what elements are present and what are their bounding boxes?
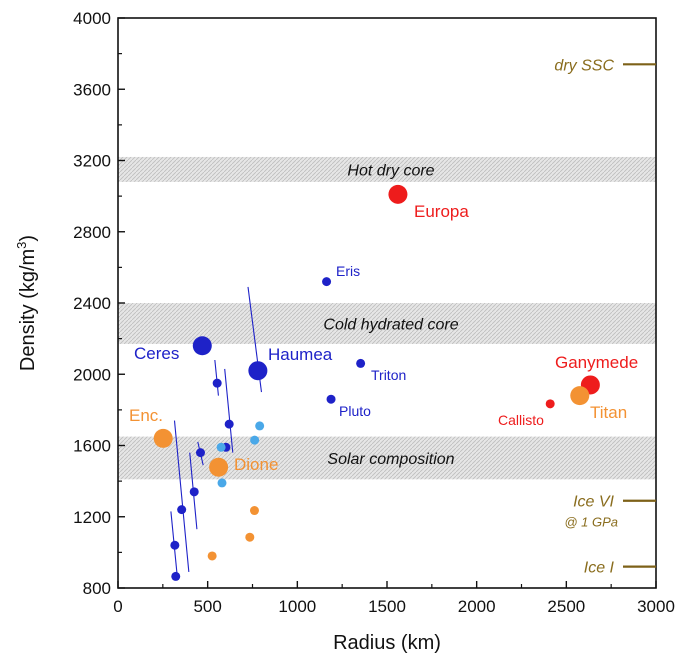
y-tick-label-4: 2400: [73, 294, 111, 313]
point-callisto: [545, 399, 555, 409]
x-tick-label-2: 1000: [278, 597, 316, 616]
band-label-2: Solar composition: [327, 451, 454, 468]
y-tick-label-0: 800: [83, 579, 111, 598]
x-axis-title: Radius (km): [333, 632, 441, 654]
references-layer: dry SSC Ice VI @ 1 GPa Ice I: [554, 57, 656, 577]
point-15: [189, 487, 199, 497]
y-tick-label-3: 2000: [73, 365, 111, 384]
y-tick-label-6: 3200: [73, 152, 111, 171]
point-22: [217, 478, 227, 488]
point-17: [170, 540, 180, 550]
label-eris: Eris: [336, 263, 360, 279]
y-axis-title-end: ): [17, 235, 39, 242]
label-dione: Dione: [234, 455, 278, 474]
y-axis-title-sup: 3: [14, 242, 29, 249]
error-line-5: [173, 420, 190, 573]
error-line-2: [224, 368, 234, 453]
x-tick-label-0: 0: [113, 597, 122, 616]
point-19: [255, 421, 265, 431]
y-axis-title: Density (kg/m3): [14, 235, 39, 371]
y-tick-label-5: 2800: [73, 223, 111, 242]
x-tick-label-5: 2500: [547, 597, 585, 616]
point-europa: [388, 184, 408, 204]
x-tick-label-4: 2000: [458, 597, 496, 616]
point-25: [207, 551, 217, 561]
x-tick-label-6: 3000: [637, 597, 675, 616]
band-label-0: Hot dry core: [347, 162, 434, 179]
ref-label-1: Ice VI: [573, 494, 614, 511]
bands-layer: Hot dry core Cold hydrated core Solar comp…: [118, 156, 656, 480]
label-ceres: Ceres: [134, 344, 179, 363]
y-tick-label-1: 1200: [73, 508, 111, 527]
point-24: [245, 532, 255, 542]
label-enceladus: Enc.: [129, 406, 163, 425]
point-pluto: [326, 394, 336, 404]
point-21: [216, 442, 226, 452]
point-11: [212, 378, 222, 388]
label-ganymede: Ganymede: [555, 353, 638, 372]
point-20: [250, 435, 260, 445]
label-haumea: Haumea: [268, 345, 333, 364]
point-haumea: [248, 361, 268, 381]
error-line-1: [214, 359, 219, 396]
point-ceres: [192, 336, 212, 356]
y-tick-label-8: 4000: [73, 9, 111, 28]
y-axis-title-main: Density (kg/m: [17, 249, 39, 371]
label-europa: Europa: [414, 202, 469, 221]
point-enc: [153, 428, 173, 448]
point-16: [177, 505, 187, 515]
point-12: [224, 419, 234, 429]
x-tick-label-1: 500: [193, 597, 221, 616]
band-label-1: Cold hydrated core: [323, 316, 458, 333]
band-0: [118, 156, 656, 182]
label-triton: Triton: [371, 367, 406, 383]
x-tick-label-3: 1500: [368, 597, 406, 616]
label-pluto: Pluto: [339, 403, 371, 419]
ticks-layer: 0 500 1000 1500 2000 2500 3000 800 1200 1600 2000 2…: [73, 9, 675, 616]
label-callisto: Callisto: [498, 412, 544, 428]
point-dione: [209, 457, 229, 477]
point-titan: [570, 386, 590, 406]
ref-sublabel-1: @ 1 GPa: [564, 515, 618, 530]
ref-label-0: dry SSC: [554, 57, 614, 74]
ref-label-2: Ice I: [584, 560, 615, 577]
points-layer: [153, 184, 600, 581]
y-tick-label-7: 3600: [73, 80, 111, 99]
point-14: [195, 448, 205, 458]
band-1: [118, 303, 656, 344]
y-tick-label-2: 1600: [73, 437, 111, 456]
point-triton: [356, 358, 366, 368]
label-titan: Titan: [590, 403, 627, 422]
point-18: [171, 571, 181, 581]
point-23: [249, 506, 259, 516]
point-eris: [322, 277, 332, 287]
band-2: [118, 436, 656, 480]
